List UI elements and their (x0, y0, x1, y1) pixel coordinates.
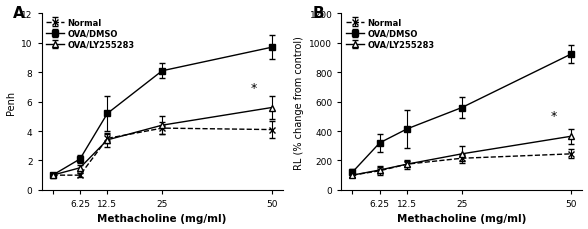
Y-axis label: RL (% change from control): RL (% change from control) (294, 35, 304, 169)
Legend: Normal, OVA/DMSO, OVA/LY255283: Normal, OVA/DMSO, OVA/LY255283 (342, 15, 437, 53)
Text: A: A (13, 5, 25, 21)
Legend: Normal, OVA/DMSO, OVA/LY255283: Normal, OVA/DMSO, OVA/LY255283 (42, 15, 138, 53)
X-axis label: Methacholine (mg/ml): Methacholine (mg/ml) (98, 213, 227, 224)
Text: *: * (251, 82, 258, 95)
Y-axis label: Penh: Penh (5, 90, 15, 114)
Text: *: * (551, 110, 557, 123)
Text: B: B (312, 5, 324, 21)
X-axis label: Methacholine (mg/ml): Methacholine (mg/ml) (397, 213, 527, 224)
